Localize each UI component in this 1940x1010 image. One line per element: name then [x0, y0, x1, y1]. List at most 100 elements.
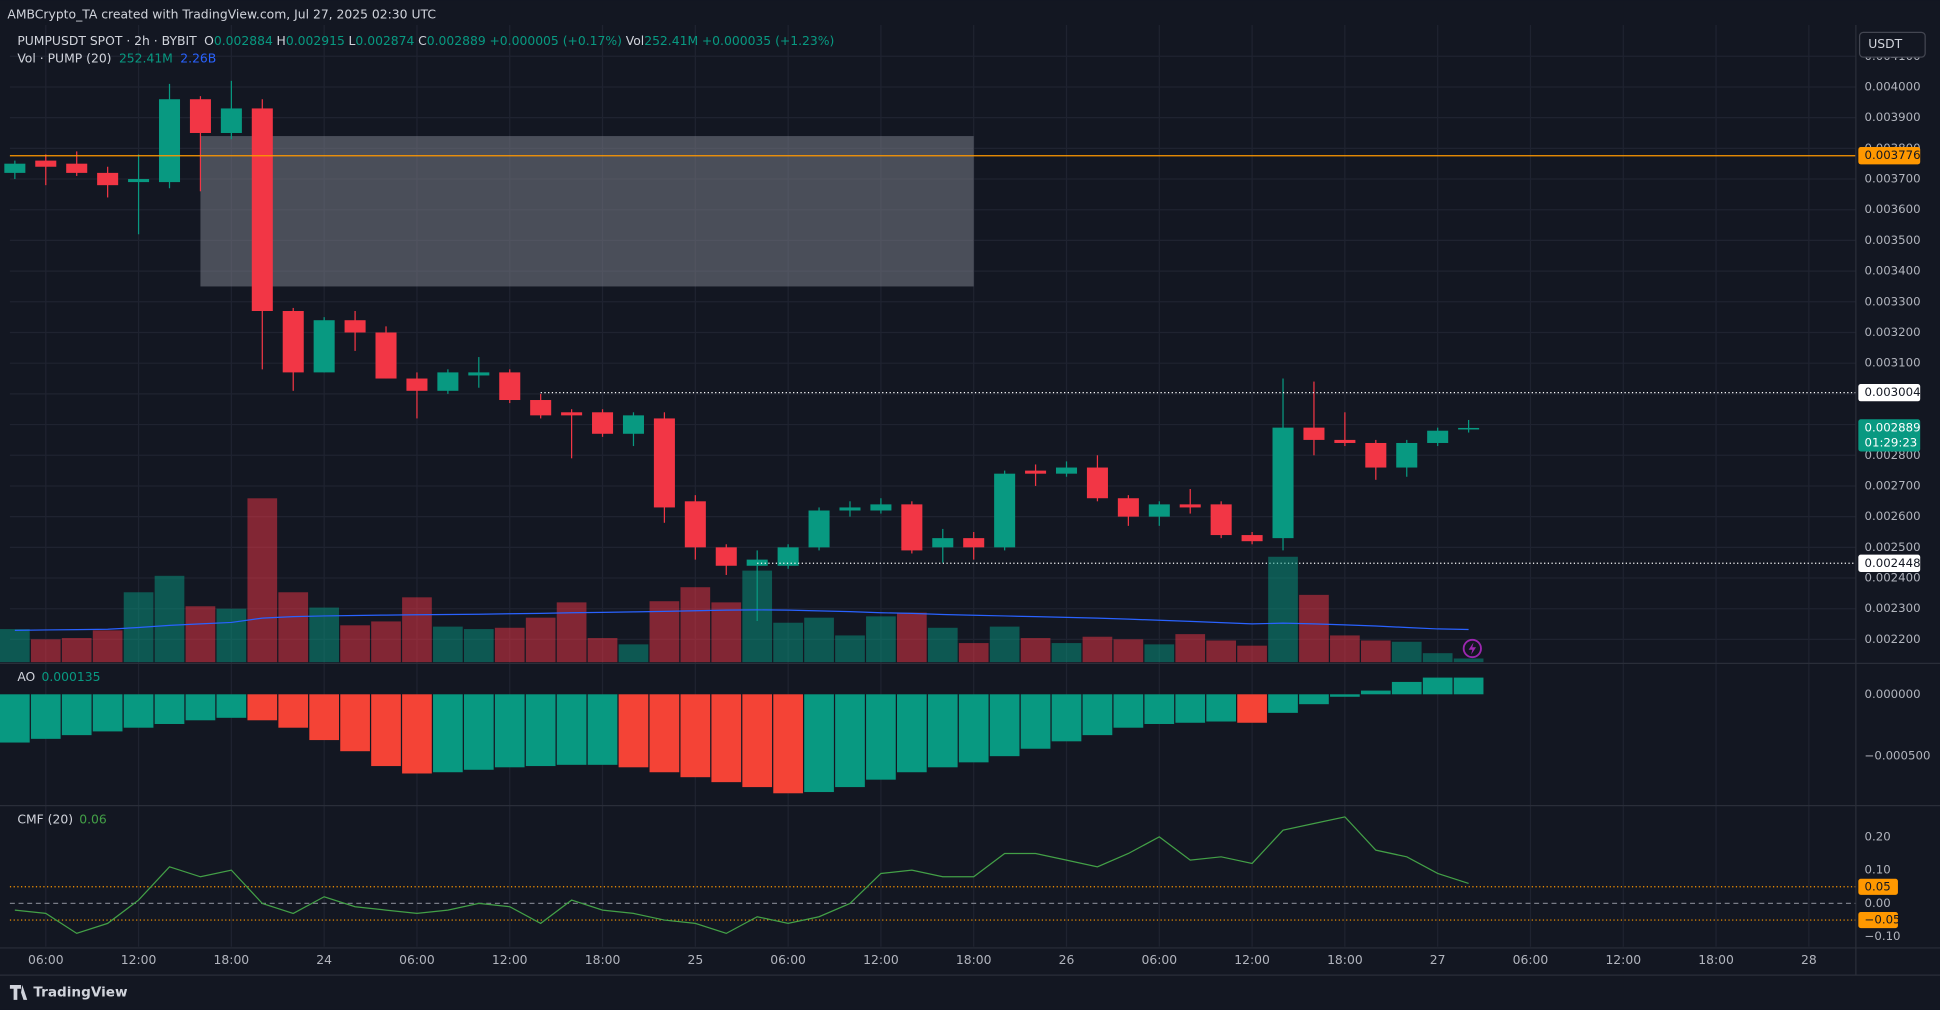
ohlc-key: O [204, 34, 214, 48]
x-tick-label: 12:00 [1605, 953, 1641, 967]
candle-body [1086, 467, 1108, 499]
volume-bar [185, 606, 216, 663]
event-icon[interactable] [1462, 638, 1482, 659]
volume-bar [278, 592, 309, 663]
y-tick-label: 0.003600 [1865, 202, 1921, 216]
candle-body [189, 99, 211, 133]
ohlc-value: 0.002884 [214, 34, 273, 48]
candle-body [282, 311, 304, 373]
ao-bar [989, 694, 1020, 757]
candle-body [128, 179, 150, 183]
volume-bar [1051, 643, 1082, 663]
ao-bar [1391, 681, 1422, 695]
ao-bar [185, 694, 216, 721]
ao-bar [1453, 677, 1484, 695]
ao-bar [247, 694, 278, 721]
ao-bar [433, 694, 463, 773]
volume-bar [927, 627, 958, 663]
candle-body [35, 160, 57, 167]
candle-body [684, 501, 706, 548]
candle-body [963, 538, 985, 548]
candle-body [994, 473, 1016, 548]
x-tick-label: 06:00 [1141, 953, 1177, 967]
volume-bar [463, 629, 494, 663]
y-tick-label: −0.000500 [1865, 749, 1931, 763]
volume-bar [711, 602, 742, 663]
volume-bar [247, 498, 278, 663]
x-tick-label: 12:00 [492, 953, 528, 967]
x-tick-label: 12:00 [863, 953, 899, 967]
volume-bar [804, 617, 834, 663]
candle-body [870, 504, 892, 511]
candle-body [1458, 427, 1480, 430]
ao-bar [1175, 694, 1206, 723]
ao-bar [804, 694, 834, 793]
candle-body [1334, 439, 1356, 443]
candle-body [1241, 535, 1263, 542]
volume-bar [1237, 645, 1267, 663]
x-tick-label: 06:00 [28, 953, 64, 967]
ao-bar [309, 694, 340, 741]
volume-bar [1175, 634, 1206, 663]
volume-ma-line [14, 609, 1469, 631]
level-label-box [1858, 383, 1921, 402]
ohlc-key: L [349, 34, 356, 48]
candle-body [1427, 430, 1449, 443]
volume-bar [1299, 594, 1329, 663]
countdown: 01:29:23 [1865, 435, 1918, 449]
candle-body [251, 108, 273, 312]
candle-body [344, 320, 366, 333]
y-tick-label: 0.004000 [1865, 79, 1921, 93]
volume-bar [340, 625, 370, 663]
y-tick-label: 0.003900 [1865, 110, 1921, 124]
y-tick-label: 0.002300 [1865, 601, 1921, 615]
volume-bar [773, 622, 803, 663]
volume-bar [587, 638, 618, 663]
ao-bar [1237, 694, 1267, 723]
volume-bar [216, 608, 247, 663]
volume-bar [30, 639, 61, 663]
currency[interactable]: USDT [1868, 37, 1902, 51]
volume-bar [1206, 640, 1237, 663]
x-tick-label: 18:00 [585, 953, 621, 967]
volume-bar [897, 612, 927, 663]
cmf-current: 0.06 [79, 812, 107, 826]
volume-bar [742, 570, 773, 663]
candle-body [808, 510, 830, 548]
ao-bar [0, 694, 30, 743]
ao-bar [618, 694, 649, 768]
plot-area [0, 80, 1856, 935]
candle-body [715, 547, 737, 566]
x-tick-label: 06:00 [770, 953, 806, 967]
vol-change: +0.000035 (+1.23%) [702, 34, 835, 48]
currency-button[interactable] [1858, 31, 1926, 58]
x-tick-label: 18:00 [1698, 953, 1734, 967]
y-tick-label: −0.10 [1865, 929, 1901, 943]
ao-bar [1360, 690, 1391, 695]
x-tick-label: 06:00 [1513, 953, 1549, 967]
volume-bar [1144, 644, 1175, 663]
ao-bar [1268, 694, 1298, 713]
ohlc-value: 0.002915 [286, 34, 345, 48]
candle-body [1365, 442, 1387, 468]
x-tick-label: 24 [316, 953, 332, 967]
volume-bar [0, 629, 30, 663]
ao-bar [958, 694, 989, 763]
ao-bar [897, 694, 927, 773]
ao-bar [866, 694, 896, 780]
candle-body [1055, 467, 1078, 474]
volume-bar [154, 575, 185, 663]
band-label: 0.05 [1865, 879, 1891, 893]
y-tick-label: 0.00 [1865, 896, 1891, 910]
candle-body [1179, 504, 1201, 508]
candle-body [592, 412, 614, 434]
change: +0.000005 (+0.17%) [489, 34, 622, 48]
vol-key: Vol [626, 34, 645, 48]
candle-body [622, 415, 644, 434]
ao-bar [154, 694, 185, 724]
ao-bar [463, 694, 494, 770]
candle-body [499, 372, 521, 401]
level-label-box [1858, 147, 1921, 165]
